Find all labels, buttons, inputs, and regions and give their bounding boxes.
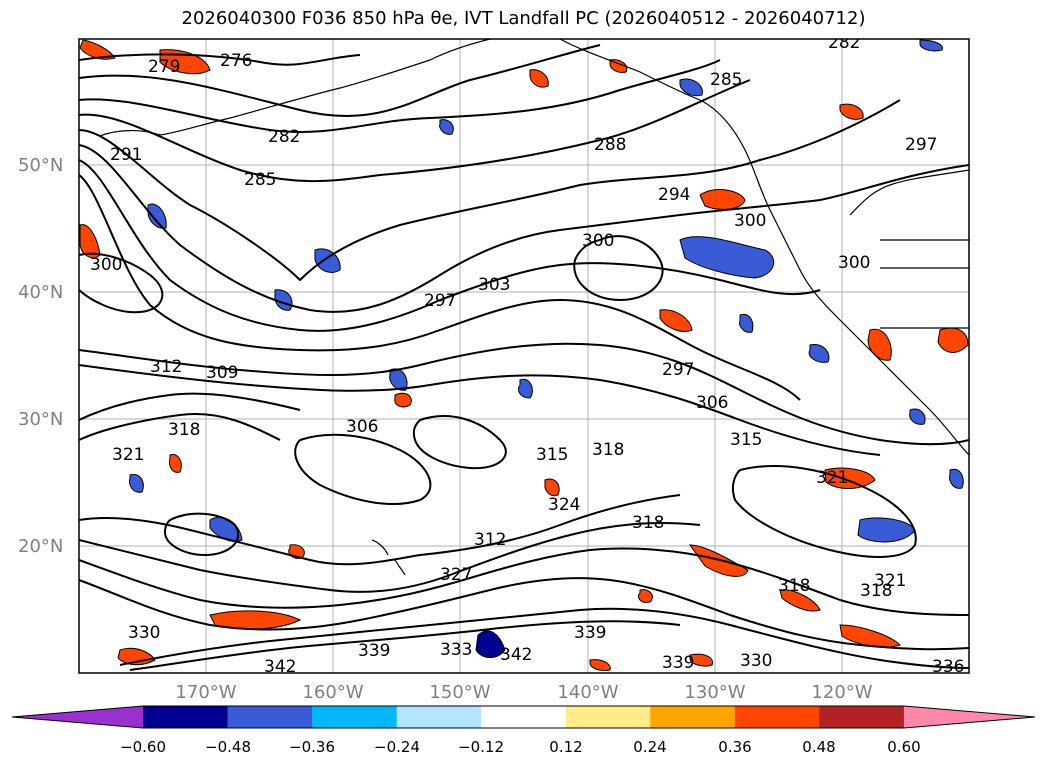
colorbar-tick-labels: −0.60 −0.48 −0.36 −0.24 −0.12 0.12 0.24 … [120,738,921,756]
contour-label: 303 [478,275,510,295]
contour-label: 300 [838,253,870,273]
coastlines [99,39,969,576]
contour-label: 276 [220,51,252,71]
contour-label: 285 [244,170,276,190]
lon-label: 170°W [175,682,236,703]
contour-label: 339 [574,623,606,643]
colorbar-segment [396,706,482,728]
chart-title: 2026040300 F036 850 hPa θe, IVT Landfall… [181,8,866,29]
theta-e-contours [79,44,969,671]
contour-label: 318 [168,420,200,440]
longitude-labels: 170°W 160°W 150°W 140°W 130°W 120°W [175,682,872,703]
contour-label: 318 [632,513,664,533]
colorbar-tick-label: 0.12 [549,738,582,756]
colorbar-tick-label: 0.24 [633,738,666,756]
colorbar-outline [11,705,1036,729]
map-panel: 276 279 282 282 285 285 288 291 294 297 … [79,33,969,677]
lon-label: 140°W [557,682,618,703]
contour-label: 315 [730,430,762,450]
colorbar-segment [227,706,313,728]
contour-labels: 276 279 282 282 285 285 288 291 294 297 … [90,33,964,677]
lat-label: 30°N [18,409,63,430]
colorbar-extend-min [12,706,143,728]
lon-label: 160°W [302,682,363,703]
colorbar-tick-label: −0.12 [458,738,504,756]
colorbar-segment [481,706,567,728]
contour-label: 288 [594,135,626,155]
contour-label: 321 [816,468,848,488]
contour-label: 318 [592,440,624,460]
colorbar-tick-label: −0.48 [205,738,251,756]
colorbar-tick-label: −0.36 [289,738,335,756]
contour-label: 300 [582,231,614,251]
colorbar-segment [565,706,651,728]
colorbar [11,705,1036,729]
contour-label: 339 [662,653,694,673]
contour-label: 285 [710,70,742,90]
contour-label: 279 [148,57,180,77]
contour-label: 300 [734,211,766,231]
contour-label: 306 [696,393,728,413]
latitude-labels: 50°N 40°N 30°N 20°N [18,155,63,557]
contour-label: 309 [206,363,238,383]
contour-label: 291 [110,145,142,165]
colorbar-segment [819,706,905,728]
contour-label: 327 [440,565,472,585]
contour-label: 336 [932,657,964,677]
contour-label: 330 [128,623,160,643]
contour-label: 318 [778,576,810,596]
colorbar-tick-label: 0.60 [887,738,920,756]
contour-label: 294 [658,185,690,205]
lat-label: 20°N [18,536,63,557]
contour-label: 330 [740,651,772,671]
colorbar-segment [650,706,736,728]
contour-label: 297 [424,291,456,311]
contour-label: 282 [268,127,300,147]
colorbar-tick-label: −0.60 [120,738,166,756]
map-frame [78,38,970,674]
contour-label: 318 [860,581,892,601]
colorbar-segment [143,706,229,728]
colorbar-extend-max [903,706,1035,728]
contour-label: 297 [905,135,937,155]
contour-label: 342 [500,645,532,665]
colorbar-tick-label: −0.24 [374,738,420,756]
contour-label: 342 [264,657,296,677]
contour-label: 282 [828,33,860,53]
contour-label: 300 [90,255,122,275]
lat-label: 50°N [18,155,63,176]
colorbar-tick-label: 0.48 [802,738,835,756]
lon-label: 150°W [429,682,490,703]
contour-label: 315 [536,445,568,465]
lon-label: 130°W [684,682,745,703]
contour-label: 321 [112,445,144,465]
contour-label: 297 [662,360,694,380]
lat-label: 40°N [18,282,63,303]
contour-label: 333 [440,640,472,660]
lon-label: 120°W [811,682,872,703]
colorbar-tick-label: 0.36 [718,738,751,756]
contour-label: 306 [346,417,378,437]
contour-label: 312 [474,530,506,550]
anomaly-shading [79,39,969,671]
contour-label: 324 [548,495,580,515]
colorbar-segment [312,706,398,728]
colorbar-segment [734,706,820,728]
contour-label: 339 [358,641,390,661]
contour-label: 312 [150,357,182,377]
contour-label: 321 [874,571,906,591]
